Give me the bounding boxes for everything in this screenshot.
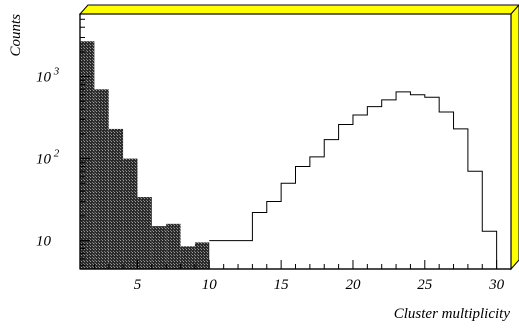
histogram-bin-filled-8 bbox=[194, 242, 210, 269]
histogram-outline-series-1 bbox=[209, 91, 498, 269]
y-tick-label: 10 2 bbox=[36, 148, 60, 168]
bars-layer bbox=[80, 41, 498, 269]
histogram-bin-filled-5 bbox=[151, 226, 167, 269]
frame-top bbox=[78, 4, 519, 15]
histogram-bin-filled-2 bbox=[108, 128, 124, 269]
y-axis-title: Counts bbox=[8, 14, 24, 57]
x-tick-label: 10 bbox=[202, 277, 218, 293]
y-tick-label: 10 3 bbox=[36, 66, 60, 86]
x-tick-label: 15 bbox=[274, 277, 290, 293]
x-tick-label: 25 bbox=[417, 277, 433, 293]
y-tick-exponent: 2 bbox=[51, 148, 60, 160]
x-axis-title: Cluster multiplicity bbox=[394, 306, 511, 322]
histogram-bin-filled-6 bbox=[166, 223, 181, 269]
x-tick-label: 20 bbox=[345, 277, 361, 293]
histogram-bin-filled-1 bbox=[94, 89, 109, 269]
histogram-bin-filled-0 bbox=[80, 41, 95, 269]
frame-right bbox=[510, 4, 519, 271]
x-tick-label: 5 bbox=[134, 277, 142, 293]
histogram-bin-filled-4 bbox=[137, 196, 152, 269]
x-tick-label: 30 bbox=[488, 277, 505, 293]
histogram-bin-filled-7 bbox=[180, 246, 195, 269]
y-tick-exponent: 3 bbox=[51, 66, 60, 78]
histogram-bin-filled-3 bbox=[123, 158, 138, 269]
y-tick-label: 10 bbox=[36, 234, 52, 250]
